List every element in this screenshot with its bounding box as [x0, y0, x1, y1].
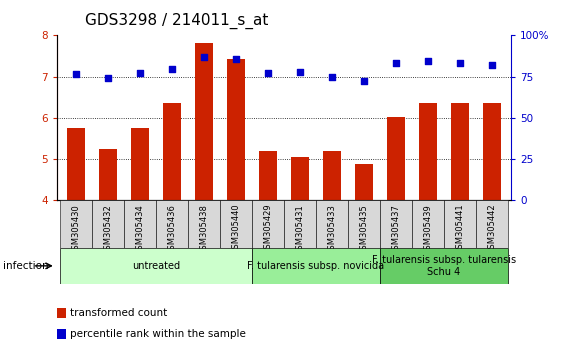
Point [391, 61, 400, 66]
Bar [67, 128, 85, 200]
FancyBboxPatch shape [92, 200, 124, 248]
FancyBboxPatch shape [444, 200, 476, 248]
FancyBboxPatch shape [476, 200, 508, 248]
FancyBboxPatch shape [252, 200, 284, 248]
Bar [131, 128, 149, 200]
Bar [355, 164, 373, 200]
Text: F. tularensis subsp. novicida: F. tularensis subsp. novicida [248, 261, 385, 271]
Point [135, 70, 144, 76]
Bar [227, 59, 245, 200]
Text: GSM305436: GSM305436 [168, 204, 177, 255]
FancyBboxPatch shape [412, 200, 444, 248]
Text: F. tularensis subsp. tularensis
Schu 4: F. tularensis subsp. tularensis Schu 4 [372, 255, 516, 277]
Bar [323, 151, 341, 200]
Point [456, 61, 465, 66]
Text: GSM305441: GSM305441 [456, 204, 465, 255]
Bar [195, 43, 213, 200]
Bar [57, 308, 66, 318]
Point [360, 78, 369, 84]
FancyBboxPatch shape [348, 200, 380, 248]
Text: percentile rank within the sample: percentile rank within the sample [70, 329, 247, 338]
Text: GSM305431: GSM305431 [295, 204, 304, 255]
Text: GSM305430: GSM305430 [72, 204, 81, 255]
Text: untreated: untreated [132, 261, 180, 271]
FancyBboxPatch shape [124, 200, 156, 248]
Point [72, 72, 81, 77]
Text: GSM305442: GSM305442 [487, 204, 496, 255]
Point [487, 62, 496, 68]
Point [424, 58, 433, 64]
Bar [57, 329, 66, 339]
Bar [419, 103, 437, 200]
Point [103, 75, 112, 81]
FancyBboxPatch shape [220, 200, 252, 248]
Bar [163, 103, 181, 200]
Text: GSM305435: GSM305435 [360, 204, 369, 255]
Bar [291, 157, 309, 200]
Text: GSM305434: GSM305434 [136, 204, 144, 255]
Text: GSM305437: GSM305437 [391, 204, 400, 255]
Text: GSM305433: GSM305433 [328, 204, 336, 255]
Point [328, 74, 337, 79]
Point [168, 66, 177, 72]
Point [264, 70, 273, 76]
Text: GSM305438: GSM305438 [199, 204, 208, 255]
Point [199, 55, 208, 60]
Text: GSM305429: GSM305429 [264, 204, 273, 255]
Text: GDS3298 / 214011_s_at: GDS3298 / 214011_s_at [85, 12, 269, 29]
FancyBboxPatch shape [380, 200, 412, 248]
Text: GSM305439: GSM305439 [424, 204, 432, 255]
FancyBboxPatch shape [188, 200, 220, 248]
Text: transformed count: transformed count [70, 308, 168, 318]
FancyBboxPatch shape [252, 248, 380, 284]
FancyBboxPatch shape [156, 200, 188, 248]
Bar [99, 149, 117, 200]
Point [295, 70, 304, 75]
Point [231, 56, 240, 62]
FancyBboxPatch shape [284, 200, 316, 248]
FancyBboxPatch shape [316, 200, 348, 248]
Bar [387, 117, 405, 200]
FancyBboxPatch shape [60, 200, 92, 248]
Bar [259, 151, 277, 200]
FancyBboxPatch shape [60, 248, 252, 284]
Bar [451, 103, 469, 200]
Text: infection: infection [3, 261, 48, 271]
FancyBboxPatch shape [380, 248, 508, 284]
Text: GSM305440: GSM305440 [232, 204, 240, 255]
Text: GSM305432: GSM305432 [103, 204, 112, 255]
Bar [483, 103, 501, 200]
